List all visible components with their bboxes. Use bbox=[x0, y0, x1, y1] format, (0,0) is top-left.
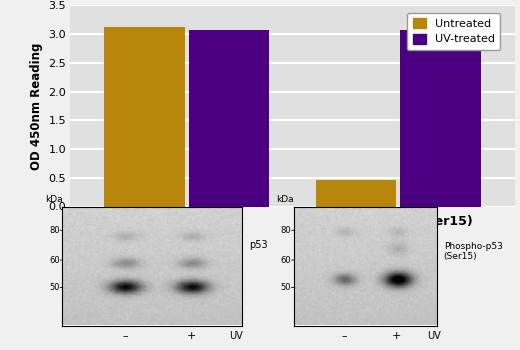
Text: 50: 50 bbox=[49, 283, 60, 292]
Text: UV: UV bbox=[229, 331, 243, 341]
Text: –: – bbox=[122, 331, 128, 341]
Text: 60: 60 bbox=[49, 256, 60, 265]
Text: +: + bbox=[187, 331, 196, 341]
Bar bbox=[189, 30, 269, 206]
Text: kDa: kDa bbox=[45, 195, 62, 204]
Bar bbox=[104, 27, 185, 206]
Bar bbox=[400, 30, 481, 206]
Text: p53: p53 bbox=[249, 240, 267, 250]
Text: 80: 80 bbox=[280, 226, 291, 235]
Bar bbox=[316, 180, 396, 206]
Y-axis label: OD 450nm Reading: OD 450nm Reading bbox=[30, 42, 43, 169]
Text: UV: UV bbox=[427, 331, 440, 341]
Text: +: + bbox=[392, 331, 401, 341]
Text: 50: 50 bbox=[281, 283, 291, 292]
Text: Phospho-p53
(Ser15): Phospho-p53 (Ser15) bbox=[444, 242, 503, 261]
Text: 80: 80 bbox=[49, 226, 60, 235]
Text: –: – bbox=[341, 331, 347, 341]
Legend: Untreated, UV-treated: Untreated, UV-treated bbox=[407, 13, 500, 50]
Text: 60: 60 bbox=[280, 256, 291, 265]
Text: kDa: kDa bbox=[276, 195, 294, 204]
